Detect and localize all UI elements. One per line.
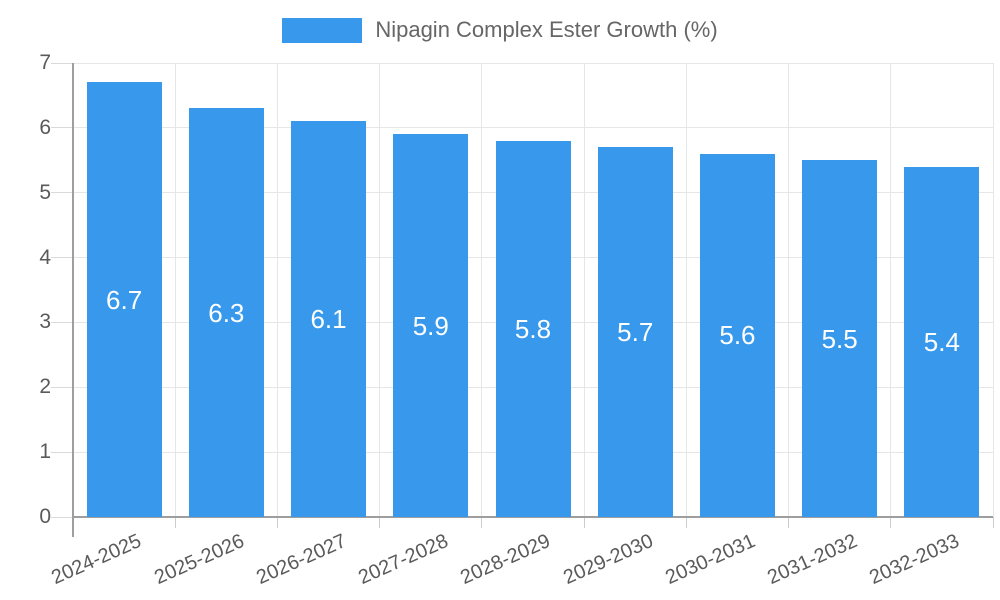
- bar-value-label: 5.8: [514, 313, 552, 344]
- y-gridline: [73, 127, 993, 129]
- x-tick: [379, 517, 381, 528]
- bar-value-label: 5.4: [923, 326, 960, 357]
- bar[interactable]: 6.1: [291, 121, 367, 517]
- y-tick: [51, 62, 73, 64]
- y-tick-label: 6: [39, 115, 51, 139]
- x-tick-label: 2025-2026: [150, 530, 248, 590]
- chart-legend[interactable]: Nipagin Complex Ester Growth (%): [0, 17, 1000, 43]
- x-tick: [992, 517, 994, 528]
- bar-value-label: 5.7: [617, 317, 654, 348]
- y-tick: [51, 516, 73, 518]
- x-gridline: [174, 63, 176, 517]
- x-tick: [174, 517, 176, 528]
- y-gridline: [73, 62, 993, 64]
- y-tick: [51, 451, 73, 453]
- x-gridline: [685, 63, 687, 517]
- y-tick: [51, 192, 73, 194]
- x-gridline: [276, 63, 278, 517]
- x-tick: [583, 517, 585, 528]
- x-tick: [890, 517, 892, 528]
- x-tick-label: 2031-2032: [764, 530, 861, 590]
- bar-value-label: 5.6: [719, 320, 756, 351]
- x-gridline: [992, 63, 994, 517]
- y-tick: [51, 127, 73, 129]
- legend-swatch: [282, 17, 363, 43]
- bar[interactable]: 5.5: [802, 160, 878, 517]
- bar-value-label: 6.7: [106, 284, 143, 315]
- bar-value-label: 6.1: [310, 304, 347, 335]
- x-tick-label: 2024-2025: [48, 530, 146, 590]
- x-gridline: [788, 63, 790, 517]
- bar[interactable]: 5.8: [495, 140, 571, 517]
- bar[interactable]: 6.7: [86, 82, 162, 517]
- bar-value-label: 6.3: [208, 297, 245, 328]
- y-tick: [51, 386, 73, 388]
- legend-label: Nipagin Complex Ester Growth (%): [375, 17, 718, 42]
- x-tick: [685, 517, 687, 528]
- x-tick-label: 2026-2027: [253, 530, 350, 590]
- bar[interactable]: 5.9: [393, 134, 469, 517]
- x-tick-label: 2029-2030: [559, 530, 657, 590]
- x-tick-label: 2032-2033: [866, 530, 963, 590]
- y-tick-label: 2: [39, 375, 51, 399]
- y-tick-label: 0: [39, 505, 51, 528]
- x-gridline: [379, 63, 381, 517]
- y-tick-label: 4: [39, 245, 51, 269]
- y-tick-label: 3: [39, 310, 51, 334]
- bar-value-label: 5.5: [821, 323, 858, 354]
- x-tick: [788, 517, 790, 528]
- x-tick: [276, 517, 278, 528]
- bar[interactable]: 5.7: [597, 147, 673, 517]
- y-tick: [51, 257, 73, 259]
- x-gridline: [481, 63, 483, 517]
- y-axis-line: [72, 63, 74, 537]
- y-tick: [51, 321, 73, 323]
- x-tick-label: 2028-2029: [457, 530, 554, 590]
- x-tick-label: 2027-2028: [355, 530, 452, 590]
- x-gridline: [583, 63, 585, 517]
- bar[interactable]: 5.4: [904, 166, 980, 517]
- bar-value-label: 5.9: [412, 310, 449, 341]
- y-tick-label: 5: [39, 180, 51, 204]
- y-tick-label: 7: [39, 51, 51, 74]
- y-tick-label: 1: [39, 440, 51, 464]
- x-gridline: [890, 63, 892, 517]
- bar[interactable]: 6.3: [188, 108, 264, 517]
- x-axis-line: [73, 516, 993, 518]
- x-tick-label: 2030-2031: [662, 530, 759, 590]
- bar[interactable]: 5.6: [699, 153, 775, 517]
- x-tick: [481, 517, 483, 528]
